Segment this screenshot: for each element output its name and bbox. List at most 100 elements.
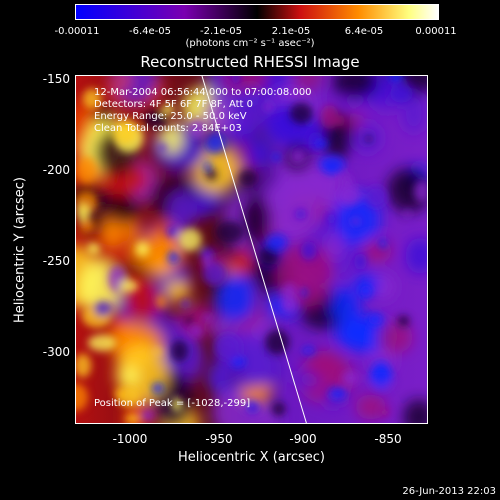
heatmap-blob: [153, 346, 163, 357]
heatmap-blob: [112, 119, 138, 146]
heatmap-blob: [166, 190, 198, 230]
heatmap-blob: [140, 410, 155, 422]
heatmap-blob: [403, 399, 427, 423]
heatmap-blob: [293, 370, 321, 388]
heatmap-blob: [397, 315, 410, 327]
heatmap-blob: [326, 232, 343, 261]
x-tick-label: -950: [205, 432, 233, 446]
heatmap-blob: [360, 284, 372, 298]
heatmap-emission: [76, 76, 427, 423]
heatmap-blob: [87, 242, 100, 255]
heatmap-blob: [351, 273, 384, 296]
observation-time: 12-Mar-2004 06:56:44.000 to 07:00:08.000: [94, 87, 312, 98]
chart-title: Reconstructed RHESSI Image: [140, 53, 360, 71]
heatmap-blob: [326, 213, 336, 225]
solar-limb-line: [201, 76, 307, 423]
colorbar: [75, 4, 439, 20]
heatmap-blob: [272, 402, 286, 416]
heatmap-blob: [266, 234, 287, 251]
heatmap-blob: [314, 140, 329, 149]
heatmap-blob: [367, 313, 383, 325]
heatmap-blob: [413, 180, 427, 203]
heatmap-blob: [115, 76, 131, 89]
x-tick-label: -1000: [112, 432, 148, 446]
heatmap-blob: [180, 299, 190, 309]
heatmap-blob: [231, 76, 241, 85]
heatmap-blob: [389, 76, 403, 83]
colorbar-tick-label: 6.4e-05: [344, 26, 384, 37]
heatmap-blob: [386, 167, 427, 213]
heatmap-blob: [328, 387, 348, 400]
counts-info: Clean Total counts: 2.84E+03: [94, 123, 242, 134]
heatmap-blob: [202, 261, 226, 286]
timestamp: 26-Jun-2013 22:03: [402, 486, 496, 497]
heatmap-blob: [93, 104, 112, 124]
heatmap-blob: [281, 297, 297, 313]
heatmap-blob: [238, 169, 257, 187]
heatmap-blob: [289, 148, 307, 165]
colorbar-units: (photons cm⁻² s⁻¹ asec⁻²): [185, 38, 315, 49]
heatmap-blob: [76, 383, 88, 412]
heatmap-blob: [120, 366, 140, 386]
heatmap-blob: [246, 139, 272, 168]
heatmap-blob: [320, 105, 339, 130]
heatmap-blob: [215, 221, 244, 243]
heatmap-blob: [179, 303, 215, 338]
heatmap-blob: [272, 153, 281, 161]
heatmap-detail: [76, 76, 427, 423]
heatmap-blob: [165, 280, 191, 302]
heatmap-blob: [324, 164, 339, 175]
heatmap-blob: [335, 115, 345, 127]
heatmap-blob: [370, 360, 392, 386]
colorbar-tick-label: 2.1e-05: [271, 26, 311, 37]
heatmap-blob: [245, 401, 261, 415]
heatmap-blob: [107, 193, 141, 225]
heatmap-blob: [78, 218, 95, 234]
heatmap-blob: [294, 76, 325, 94]
heatmap-blob: [283, 283, 297, 299]
colorbar-tick-label: -0.00011: [54, 26, 100, 37]
colorbar-tick-label: -2.1e-05: [200, 26, 242, 37]
heatmap-blob: [294, 209, 307, 220]
plot-area: 12-Mar-2004 06:56:44.000 to 07:00:08.000…: [75, 75, 428, 424]
heatmap-blob: [355, 394, 387, 420]
heatmap-blob: [380, 407, 389, 417]
heatmap-blob: [261, 178, 319, 241]
heatmap-blob: [102, 219, 123, 248]
heatmap-blob: [201, 251, 212, 268]
heatmap-blob: [330, 289, 361, 323]
colorbar-tick-label: 0.00011: [415, 26, 457, 37]
heatmap-blob: [302, 346, 316, 355]
heatmap-blob: [76, 353, 92, 378]
heatmap-blob: [119, 279, 139, 292]
y-axis-label: Heliocentric Y (arcsec): [12, 177, 28, 323]
heatmap-blob: [349, 218, 361, 225]
heatmap-blob: [242, 351, 286, 387]
heatmap-blob: [401, 91, 427, 134]
peak-position: Position of Peak = [-1028,-299]: [94, 398, 251, 409]
heatmap-blob: [215, 273, 257, 323]
heatmap-blob: [354, 252, 367, 271]
heatmap-blob: [82, 88, 102, 110]
heatmap-blob: [377, 321, 413, 354]
heatmap-blob: [230, 355, 246, 368]
heatmap-blob: [116, 385, 141, 407]
heatmap-blob: [125, 413, 140, 423]
heatmap-blob: [151, 382, 164, 394]
x-tick-label: -850: [374, 432, 402, 446]
heatmap-blob: [156, 295, 167, 309]
heatmap-blob: [264, 102, 273, 112]
heatmap-blob: [289, 102, 313, 124]
y-tick-label: -250: [42, 254, 70, 268]
heatmap-blob: [161, 103, 175, 115]
heatmap-blob: [300, 288, 308, 298]
heatmap-blob: [405, 237, 427, 274]
heatmap-blob: [338, 185, 362, 206]
heatmap-blob: [135, 241, 150, 257]
heatmap-blob: [390, 84, 413, 103]
heatmap-blob: [248, 400, 256, 408]
heatmap-blob: [342, 175, 352, 186]
heatmap-blob: [205, 168, 218, 181]
heatmap-blob: [190, 325, 203, 337]
heatmap-blob: [178, 228, 202, 252]
